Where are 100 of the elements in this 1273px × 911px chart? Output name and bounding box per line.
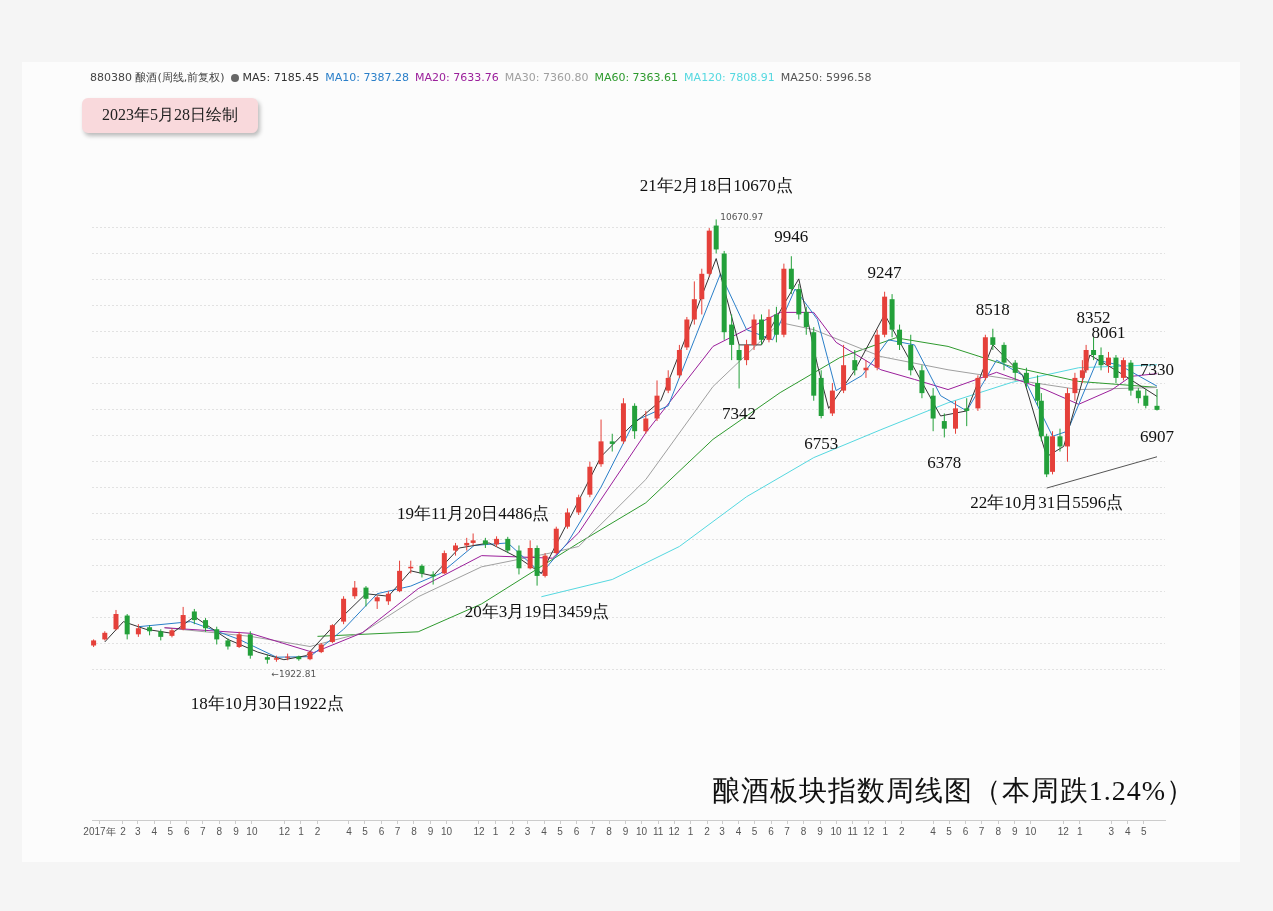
x-tick-label: 9 <box>1011 825 1018 837</box>
x-tick-label: 9 <box>817 825 824 837</box>
x-tick-label: 4 <box>930 825 937 837</box>
x-tick-label: 12 <box>668 825 681 837</box>
x-tick-label: 2 <box>704 825 711 837</box>
x-tick-label: 12 <box>473 825 485 837</box>
x-tick-label: 12 <box>278 825 291 837</box>
annotation: 19年11月20日4486点 <box>396 504 550 524</box>
candlestick <box>1098 346 1104 371</box>
candlestick <box>564 507 570 530</box>
annotation: 21年2月18日10670点 <box>639 176 793 196</box>
x-tick-label: 1 <box>882 825 889 837</box>
text: MA60: 7363.61 <box>594 71 679 84</box>
x-tick-label: 5 <box>167 825 174 837</box>
x-tick-label: 3 <box>719 825 726 837</box>
annotation: 7330 <box>1140 360 1174 380</box>
x-tick-label: 2 <box>509 825 516 837</box>
x-tick-label: 8 <box>606 825 613 837</box>
candlestick <box>397 560 403 593</box>
candlestick <box>516 544 522 575</box>
candlestick <box>829 382 835 417</box>
candlestick <box>180 606 186 631</box>
candlestick <box>1072 372 1078 402</box>
x-tick-label: 12 <box>1057 825 1070 837</box>
candlestick <box>329 623 335 644</box>
candlestick <box>729 313 735 361</box>
candlestick <box>643 410 649 435</box>
x-tick-label: 12 <box>863 825 875 837</box>
candlestick <box>713 218 719 254</box>
x-tick-label: 5 <box>362 825 369 837</box>
annotation: 6907 <box>1140 426 1175 446</box>
x-tick-label: 2 <box>314 825 321 837</box>
text: MA10: 7387.28 <box>325 71 409 84</box>
x-tick-label: 7 <box>589 825 596 837</box>
x-tick-label: 2017年 <box>83 825 116 837</box>
x-tick-label: 4 <box>151 825 158 837</box>
candlestick <box>1143 388 1149 409</box>
annotation: 9946 <box>774 227 809 247</box>
x-tick-label: 4 <box>346 825 353 837</box>
candlestick <box>1012 359 1018 381</box>
candlestick <box>247 630 253 660</box>
candlestick <box>788 255 794 295</box>
x-tick-label: 5 <box>946 825 953 837</box>
x-tick-label: 8 <box>216 825 223 837</box>
x-tick-label: 1 <box>492 825 499 837</box>
candlestick <box>1057 428 1063 453</box>
x-tick-label: 6 <box>768 825 775 837</box>
candlestick <box>124 613 130 640</box>
candlestick <box>1120 357 1126 381</box>
candlestick <box>953 400 959 435</box>
candlestick <box>576 494 582 516</box>
text: MA20: 7633.76 <box>415 71 499 84</box>
x-tick-label: 10 <box>1025 825 1037 837</box>
annotation: 20年3月19日3459点 <box>464 601 610 621</box>
candlestick <box>919 364 925 399</box>
annotation: 6753 <box>804 434 839 454</box>
x-tick-label: 8 <box>411 825 418 837</box>
x-tick-label: 3 <box>524 825 531 837</box>
x-tick-label: 10 <box>246 825 258 837</box>
candlestick <box>1113 354 1119 384</box>
candlestick <box>225 637 231 651</box>
x-tick-label: 6 <box>184 825 191 837</box>
x-tick-label: 10 <box>636 825 648 837</box>
x-tick-label: 11 <box>652 825 664 837</box>
text: MA30: 7360.80 <box>504 71 589 84</box>
candlestick <box>430 570 436 586</box>
candlestick <box>930 387 936 432</box>
text: 酿酒板块指数周线图（本周跌1.24%） <box>711 774 1195 808</box>
annotation: ←1922.81 <box>271 668 317 679</box>
candlestick <box>1091 336 1097 361</box>
x-tick-label: 1 <box>687 825 694 837</box>
candlestick <box>773 306 779 343</box>
x-tick-label: 7 <box>784 825 791 837</box>
candlestick <box>654 379 660 422</box>
x-tick-label: 7 <box>200 825 207 837</box>
annotation: 10670.97 <box>720 211 764 222</box>
annotation: 18年10月30日1922点 <box>190 693 344 713</box>
chart-subtitle: 880380 酿酒(周线,前复权) <box>90 71 225 84</box>
text: 2023年5月28日绘制 <box>82 98 258 133</box>
annotation: 6378 <box>927 453 962 473</box>
x-tick-label: 11 <box>847 825 859 837</box>
candlestick <box>441 550 447 575</box>
candlestick <box>542 552 548 578</box>
annotation: 8518 <box>975 299 1010 319</box>
x-tick-label: 6 <box>378 825 385 837</box>
candlestick <box>527 539 533 570</box>
candlestick <box>419 563 425 578</box>
candlestick <box>113 609 119 631</box>
x-tick-label: 6 <box>573 825 580 837</box>
x-tick-label: 4 <box>735 825 742 837</box>
x-tick-label: 9 <box>622 825 629 837</box>
candlestick <box>665 369 671 394</box>
candlestick <box>1001 341 1007 371</box>
x-tick-label: 4 <box>1124 825 1131 837</box>
x-tick-label: 7 <box>978 825 985 837</box>
candlestick <box>852 349 858 376</box>
candlestick <box>941 412 947 438</box>
x-tick-label: 4 <box>541 825 548 837</box>
x-tick-label: 2 <box>120 825 127 837</box>
x-tick-label: 10 <box>830 825 843 837</box>
